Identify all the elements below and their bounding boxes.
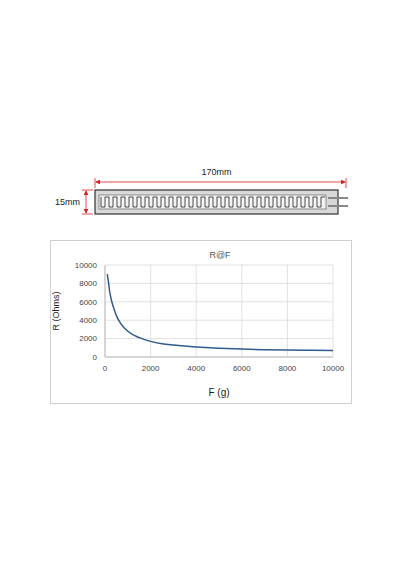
svg-text:15mm: 15mm [55, 197, 80, 207]
svg-text:6000: 6000 [233, 364, 251, 373]
svg-text:4000: 4000 [187, 364, 205, 373]
html-text:R@F: R@F [209, 250, 231, 260]
svg-text:0: 0 [93, 353, 98, 362]
svg-text:2000: 2000 [79, 334, 97, 343]
svg-text:0: 0 [103, 364, 108, 373]
svg-text:6000: 6000 [79, 298, 97, 307]
svg-text:F (g): F (g) [208, 387, 229, 398]
svg-text:R (Ohms): R (Ohms) [52, 292, 61, 331]
svg-text:10000: 10000 [322, 364, 345, 373]
svg-text:2000: 2000 [142, 364, 160, 373]
svg-text:8000: 8000 [279, 364, 297, 373]
svg-text:170mm: 170mm [201, 167, 231, 177]
svg-text:10000: 10000 [75, 261, 98, 270]
svg-text:8000: 8000 [79, 279, 97, 288]
svg-text:4000: 4000 [79, 316, 97, 325]
